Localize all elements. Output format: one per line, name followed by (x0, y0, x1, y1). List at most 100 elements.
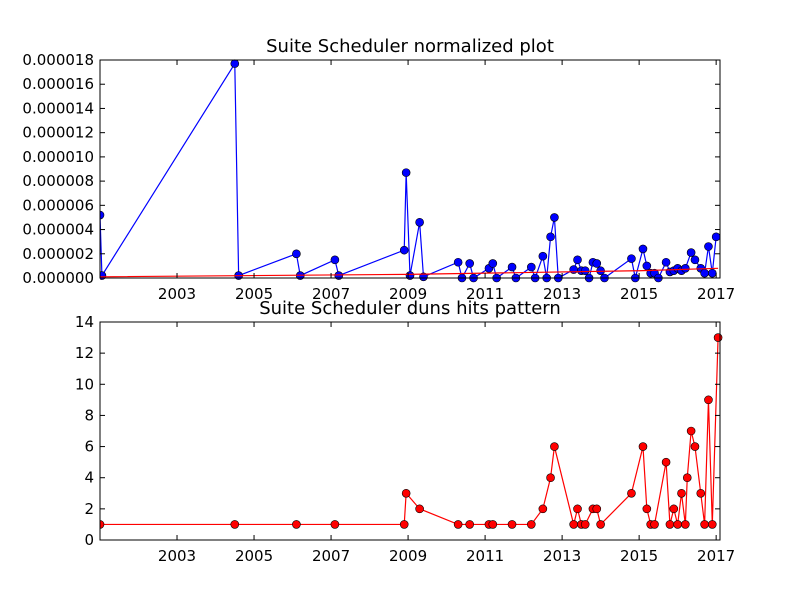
data-point-normalized (627, 254, 636, 263)
y-tick-label: 0.000000 (22, 269, 94, 287)
data-point-normalized (465, 259, 474, 268)
x-tick-label: 2017 (697, 547, 735, 565)
y-tick-label: 0.000016 (22, 75, 94, 93)
data-point-normalized (690, 255, 700, 265)
data-point-duns-hits (669, 504, 679, 514)
data-point-normalized (550, 213, 559, 222)
plot-area-duns-hits (100, 333, 723, 529)
data-point-duns-hits (661, 457, 671, 467)
data-point-duns-hits (673, 520, 682, 529)
data-point-normalized (711, 232, 721, 242)
data-point-duns-hits (580, 520, 590, 529)
axes-frame-duns-hits (99, 321, 721, 541)
data-point-duns-hits (690, 442, 700, 451)
y-axis-normalized: 0.000000 0.000002 0.000004 0.000006 0.000008… (22, 51, 720, 287)
data-point-normalized (642, 261, 652, 271)
x-tick-label: 2005 (235, 285, 273, 303)
x-tick-label: 2003 (158, 547, 196, 565)
y-tick-label: 0.000008 (22, 172, 94, 190)
data-point-duns-hits (627, 488, 636, 498)
x-tick-label: 2009 (389, 285, 427, 303)
data-point-duns-hits (465, 520, 474, 529)
data-point-duns-hits (665, 520, 675, 529)
data-point-normalized (681, 264, 690, 273)
data-point-duns-hits (100, 520, 105, 529)
data-point-normalized (453, 257, 463, 267)
x-tick-label: 2011 (466, 547, 504, 565)
data-point-duns-hits (488, 520, 498, 529)
data-point-normalized (686, 248, 696, 257)
data-point-normalized (592, 259, 602, 268)
axes-frame-normalized (99, 59, 721, 279)
data-point-duns-hits (330, 520, 340, 529)
duns-hits-panel: Suite Scheduler duns hits pattern 2003 20… (75, 298, 735, 565)
x-tick-label: 2003 (158, 285, 196, 303)
data-point-normalized (661, 257, 671, 267)
data-point-normalized (330, 255, 340, 265)
x-tick-label: 2015 (620, 285, 658, 303)
x-tick-label: 2007 (312, 285, 350, 303)
data-point-normalized (488, 259, 498, 268)
data-point-duns-hits (704, 395, 713, 405)
y-tick-label: 0 (84, 531, 94, 549)
y-tick-label: 0.000012 (22, 124, 94, 142)
x-tick-label: 2013 (543, 547, 581, 565)
data-point-duns-hits (696, 488, 706, 498)
data-point-normalized (292, 249, 301, 259)
data-point-duns-hits (546, 473, 555, 483)
y-tick-label: 0.000004 (22, 221, 94, 239)
data-point-duns-hits (677, 488, 686, 498)
data-point-normalized (704, 242, 713, 251)
data-point-normalized (401, 168, 411, 177)
x-tick-label: 2009 (389, 547, 427, 565)
data-point-normalized (538, 251, 548, 261)
y-tick-label: 0.000014 (22, 99, 94, 117)
data-point-duns-hits (707, 520, 717, 529)
data-point-normalized (707, 268, 717, 278)
data-point-normalized (399, 245, 409, 255)
data-point-duns-hits (592, 504, 602, 514)
x-tick-label: 2005 (235, 547, 273, 565)
y-axis-duns-hits: 0 2 4 6 8 10 12 14 (75, 313, 720, 549)
x-tick-label: 2017 (697, 285, 735, 303)
y-tick-label: 2 (84, 500, 94, 518)
data-point-normalized (527, 262, 536, 272)
data-point-normalized (573, 255, 582, 265)
chart-title-normalized: Suite Scheduler normalized plot (266, 36, 554, 57)
data-point-normalized (230, 59, 240, 68)
x-tick-label: 2015 (620, 547, 658, 565)
x-tick-label: 2011 (466, 285, 504, 303)
data-point-duns-hits (642, 504, 652, 514)
data-point-duns-hits (596, 520, 605, 529)
y-tick-label: 12 (75, 344, 94, 362)
y-tick-label: 0.000006 (22, 196, 94, 214)
data-point-duns-hits (230, 520, 240, 529)
data-point-duns-hits (700, 520, 709, 529)
data-point-duns-hits (401, 488, 411, 498)
data-point-duns-hits (507, 520, 517, 529)
x-axis-normalized: 2003 2005 2007 2009 2011 2013 2015 2017 (158, 60, 735, 303)
data-point-duns-hits (415, 504, 424, 514)
data-point-duns-hits (453, 520, 463, 529)
data-point-duns-hits (573, 504, 582, 514)
data-point-duns-hits (550, 442, 559, 451)
y-tick-label: 10 (75, 375, 94, 393)
plot-area-normalized (100, 59, 721, 283)
x-tick-label: 2013 (543, 285, 581, 303)
y-tick-label: 0.000002 (22, 245, 94, 263)
data-point-duns-hits (399, 520, 409, 529)
data-point-normalized (700, 268, 709, 278)
y-tick-label: 4 (84, 469, 94, 487)
data-point-duns-hits (686, 426, 696, 436)
x-axis-duns-hits: 2003 2005 2007 2009 2011 2013 2015 2017 (158, 322, 735, 565)
data-point-duns-hits (681, 520, 690, 529)
data-point-duns-hits (713, 333, 723, 342)
normalized-plot-panel: Suite Scheduler normalized plot 2003 2005… (22, 36, 735, 303)
data-point-duns-hits (569, 520, 578, 529)
data-point-normalized (507, 262, 517, 272)
data-point-normalized (100, 210, 105, 220)
data-point-duns-hits (638, 442, 648, 451)
y-tick-label: 14 (75, 313, 94, 331)
data-point-duns-hits (650, 520, 659, 529)
